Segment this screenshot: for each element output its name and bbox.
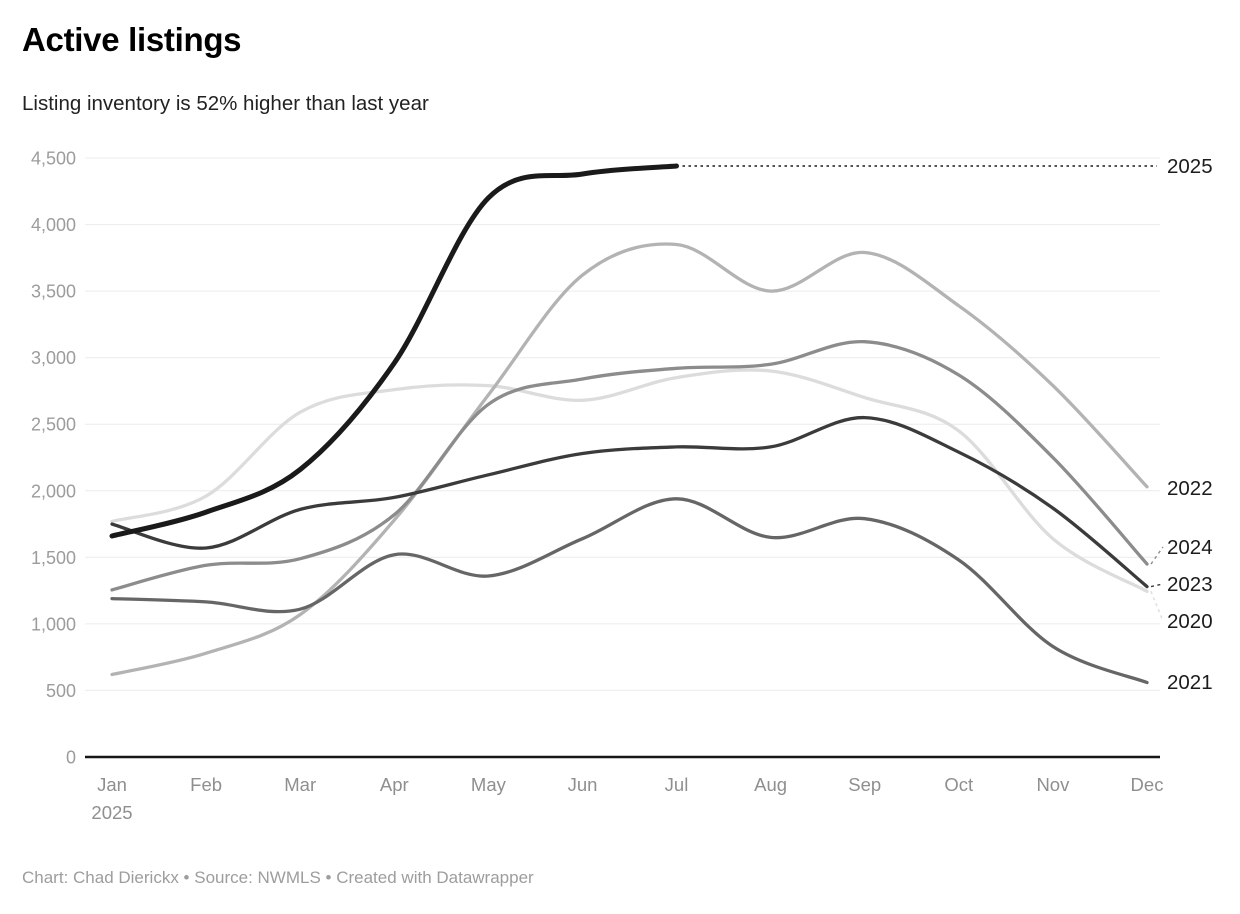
x-tick-label: Sep (848, 774, 881, 795)
y-tick-label: 4,000 (31, 215, 76, 235)
x-tick-label: Jan (97, 774, 127, 795)
x-axis-year-label: 2025 (91, 802, 132, 823)
x-tick-label: Feb (190, 774, 222, 795)
chart-subtitle: Listing inventory is 52% higher than las… (22, 92, 429, 115)
x-tick-label: Aug (754, 774, 787, 795)
chart-byline: Chart: Chad Dierickx • Source: NWMLS • C… (22, 868, 534, 887)
x-tick-label: Apr (380, 774, 409, 795)
line-2021 (110, 497, 1149, 685)
series-label-2023: 2023 (1167, 573, 1213, 596)
x-tick-label: Jul (665, 774, 689, 795)
series-label-2025: 2025 (1167, 155, 1213, 178)
line-2023 (110, 415, 1149, 589)
y-tick-label: 3,000 (31, 348, 76, 368)
x-tick-label: Jun (568, 774, 598, 795)
y-tick-label: 500 (46, 681, 76, 701)
x-tick-label: May (471, 774, 507, 795)
series-label-2020: 2020 (1167, 610, 1213, 633)
line-2024 (110, 340, 1149, 592)
y-tick-label: 4,500 (31, 149, 76, 169)
label-connector-2024 (1150, 546, 1164, 565)
chart-title: Active listings (22, 21, 242, 58)
line-2022 (110, 242, 1149, 677)
y-tick-label: 0 (66, 748, 76, 768)
label-connector-2020 (1150, 591, 1164, 622)
y-tick-label: 1,000 (31, 614, 76, 634)
series-label-2022: 2022 (1167, 477, 1213, 500)
y-tick-label: 3,500 (31, 282, 76, 302)
series-label-2024: 2024 (1167, 536, 1213, 559)
series-label-2021: 2021 (1167, 671, 1213, 694)
label-connector-2023 (1150, 583, 1164, 588)
line-2025 (109, 163, 679, 539)
x-tick-label: Oct (944, 774, 973, 795)
y-tick-label: 2,000 (31, 481, 76, 501)
x-tick-label: Nov (1036, 774, 1070, 795)
x-tick-label: Dec (1131, 774, 1164, 795)
y-tick-label: 2,500 (31, 415, 76, 435)
y-tick-label: 1,500 (31, 548, 76, 568)
x-tick-label: Mar (284, 774, 316, 795)
line-2020 (110, 368, 1149, 593)
